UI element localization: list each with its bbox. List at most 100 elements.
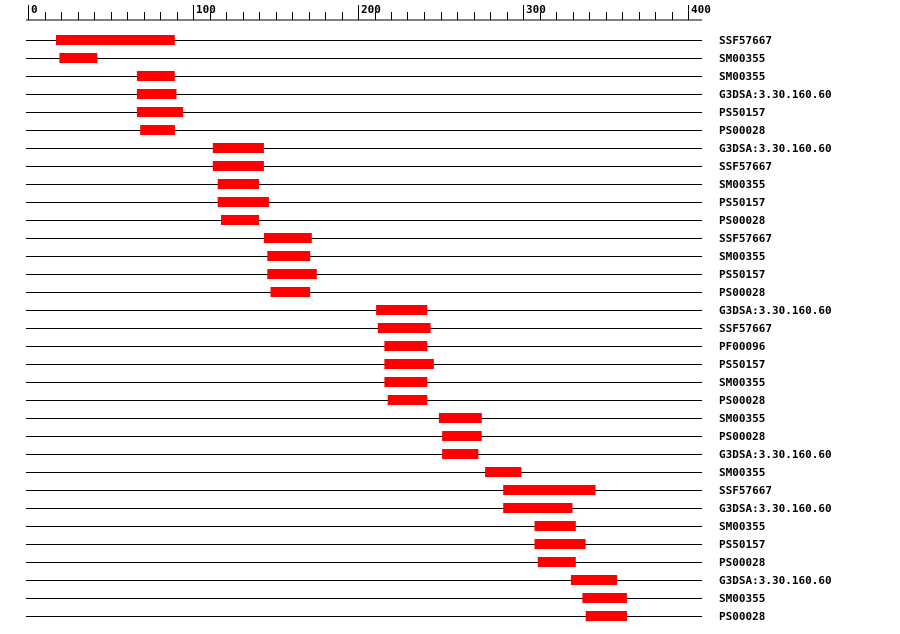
feature-bar (56, 35, 175, 45)
feature-label: PS00028 (719, 124, 765, 137)
feature-row: SSF57667 (26, 232, 772, 245)
feature-row: SM00355 (26, 376, 765, 389)
feature-bar (267, 269, 317, 279)
feature-bar (263, 233, 312, 243)
feature-row: SM00355 (26, 520, 765, 533)
feature-row: PS00028 (26, 430, 765, 443)
feature-bar (384, 359, 434, 369)
feature-label: SSF57667 (719, 34, 772, 47)
feature-label: SM00355 (719, 520, 765, 533)
feature-bar (570, 575, 618, 585)
feature-row: SM00355 (26, 250, 765, 263)
feature-bar (384, 341, 428, 351)
feature-label: SSF57667 (719, 484, 772, 497)
feature-bar (270, 287, 311, 297)
feature-label: SM00355 (719, 466, 765, 479)
feature-row: SM00355 (26, 178, 765, 191)
feature-bar (217, 197, 269, 207)
feature-bar (503, 485, 596, 495)
feature-label: PS00028 (719, 394, 765, 407)
feature-row: G3DSA:3.30.160.60 (26, 574, 832, 587)
feature-bar (534, 521, 576, 531)
feature-bar (212, 143, 264, 153)
feature-row: PS50157 (26, 538, 765, 551)
feature-bar (438, 413, 482, 423)
feature-label: G3DSA:3.30.160.60 (719, 304, 832, 317)
feature-label: SSF57667 (719, 160, 772, 173)
feature-row: SM00355 (26, 592, 765, 605)
feature-bar (534, 539, 586, 549)
feature-label: PS00028 (719, 610, 765, 623)
feature-bar (376, 305, 428, 315)
feature-label: G3DSA:3.30.160.60 (719, 142, 832, 155)
feature-label: PS00028 (719, 556, 765, 569)
feature-bar (140, 125, 175, 135)
feature-label: G3DSA:3.30.160.60 (719, 448, 832, 461)
feature-row: SM00355 (26, 412, 765, 425)
feature-row: G3DSA:3.30.160.60 (26, 88, 832, 101)
feature-label: SM00355 (719, 70, 765, 83)
feature-bar (212, 161, 264, 171)
feature-row: SSF57667 (26, 160, 772, 173)
axis-tick-label: 300 (526, 3, 546, 16)
feature-row: PS00028 (26, 286, 765, 299)
feature-label: PS50157 (719, 268, 765, 281)
feature-label: PS50157 (719, 106, 765, 119)
feature-row: PS00028 (26, 610, 765, 623)
feature-row: PS00028 (26, 394, 765, 407)
feature-row: SSF57667 (26, 484, 772, 497)
feature-bar (136, 71, 175, 81)
feature-label: G3DSA:3.30.160.60 (719, 88, 832, 101)
feature-label: SM00355 (719, 52, 765, 65)
axis-tick-label: 400 (691, 3, 711, 16)
feature-row: SSF57667 (26, 322, 772, 335)
feature-row: PF00096 (26, 340, 766, 353)
feature-label: SSF57667 (719, 322, 772, 335)
feature-label: SM00355 (719, 178, 765, 191)
feature-bar (384, 377, 428, 387)
feature-bar (377, 323, 431, 333)
axis-tick-label: 0 (31, 3, 38, 16)
feature-label: SM00355 (719, 412, 765, 425)
feature-label: PS50157 (719, 196, 765, 209)
feature-row: PS50157 (26, 358, 765, 371)
feature-label: PS00028 (719, 286, 765, 299)
feature-bar (442, 449, 479, 459)
feature-bar (485, 467, 522, 477)
feature-row: PS50157 (26, 106, 765, 119)
feature-row: SM00355 (26, 52, 765, 65)
feature-bar (585, 611, 627, 621)
feature-row: SM00355 (26, 466, 765, 479)
feature-bar (442, 431, 482, 441)
feature-row: G3DSA:3.30.160.60 (26, 142, 832, 155)
feature-label: PS00028 (719, 430, 765, 443)
position-axis: 0 100 200 300 400 (26, 3, 711, 21)
feature-row: PS50157 (26, 196, 765, 209)
feature-rows: SSF57667 SM00355 SM00355 G3DSA:3.30.160.60 P… (26, 34, 832, 623)
axis-tick-label: 200 (361, 3, 381, 16)
feature-row: PS50157 (26, 268, 765, 281)
feature-label: SM00355 (719, 592, 765, 605)
feature-row: SM00355 (26, 70, 765, 83)
feature-bar (503, 503, 573, 513)
feature-bar (221, 215, 259, 225)
feature-row: PS00028 (26, 214, 765, 227)
feature-bar (537, 557, 576, 567)
feature-label: SM00355 (719, 250, 765, 263)
feature-row: PS00028 (26, 556, 765, 569)
feature-label: PS50157 (719, 358, 765, 371)
feature-label: G3DSA:3.30.160.60 (719, 502, 832, 515)
feature-bar (136, 89, 177, 99)
feature-row: PS00028 (26, 124, 765, 137)
feature-label: PF00096 (719, 340, 766, 353)
feature-row: SSF57667 (26, 34, 772, 47)
axis-tick-label: 100 (196, 3, 216, 16)
feature-label: PS50157 (719, 538, 765, 551)
feature-label: PS00028 (719, 214, 765, 227)
feature-row: G3DSA:3.30.160.60 (26, 448, 832, 461)
feature-bar (582, 593, 627, 603)
feature-label: SSF57667 (719, 232, 772, 245)
feature-label: SM00355 (719, 376, 765, 389)
feature-bar (267, 251, 311, 261)
